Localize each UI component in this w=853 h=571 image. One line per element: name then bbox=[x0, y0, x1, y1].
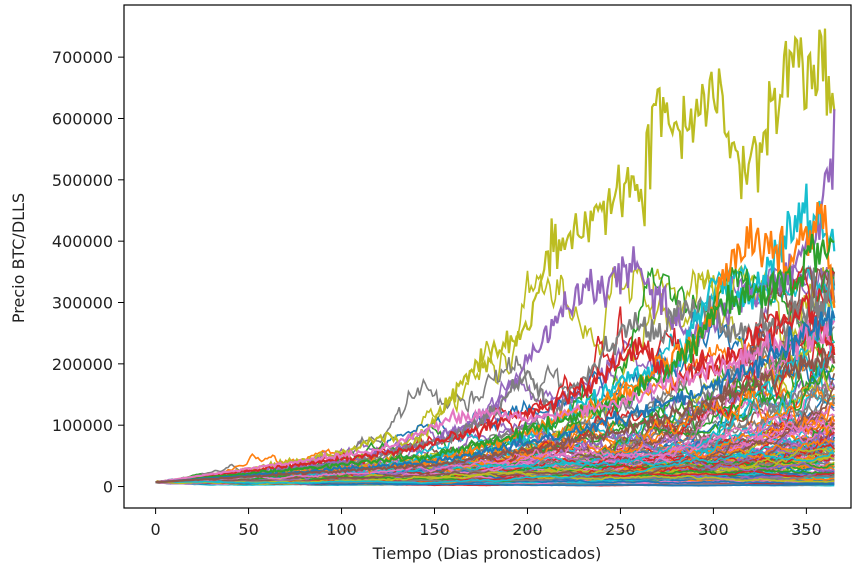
x-axis: 0 50 100 150 200 250 300 350 bbox=[151, 508, 822, 539]
plot-frame bbox=[123, 4, 852, 509]
simulated-path bbox=[155, 386, 835, 484]
x-tick-label: 100 bbox=[326, 520, 357, 539]
x-tick-label: 50 bbox=[238, 520, 258, 539]
x-tick-label: 150 bbox=[419, 520, 450, 539]
x-axis-title: Tiempo (Dias pronosticados) bbox=[372, 544, 602, 563]
series-layer bbox=[155, 28, 836, 487]
y-tick-label: 0 bbox=[103, 478, 113, 497]
simulated-path bbox=[155, 386, 836, 484]
simulated-path bbox=[155, 447, 835, 484]
series-line-9 bbox=[155, 306, 836, 484]
x-tick-label: 200 bbox=[512, 520, 543, 539]
y-tick-label: 600000 bbox=[52, 109, 113, 128]
series-line-10 bbox=[155, 347, 836, 484]
y-axis-title: Precio BTC/DLLS bbox=[9, 193, 28, 323]
y-tick-label: 400000 bbox=[52, 232, 113, 251]
x-tick-label: 300 bbox=[698, 520, 729, 539]
y-tick-label: 100000 bbox=[52, 416, 113, 435]
x-tick-label: 350 bbox=[791, 520, 822, 539]
x-tick-label: 250 bbox=[605, 520, 636, 539]
simulated-path bbox=[155, 418, 835, 484]
y-tick-label: 700000 bbox=[52, 48, 113, 67]
y-tick-label: 200000 bbox=[52, 355, 113, 374]
series-line-8 bbox=[155, 318, 836, 484]
series-line-7 bbox=[155, 233, 835, 484]
plot-area bbox=[155, 28, 836, 487]
y-axis: 0 100000 200000 300000 400000 500000 600000 700… bbox=[52, 48, 124, 497]
simulated-path bbox=[155, 451, 835, 485]
series-line-2 bbox=[155, 109, 836, 484]
y-tick-label: 500000 bbox=[52, 171, 113, 190]
y-tick-label: 300000 bbox=[52, 294, 113, 313]
x-tick-label: 0 bbox=[151, 520, 161, 539]
